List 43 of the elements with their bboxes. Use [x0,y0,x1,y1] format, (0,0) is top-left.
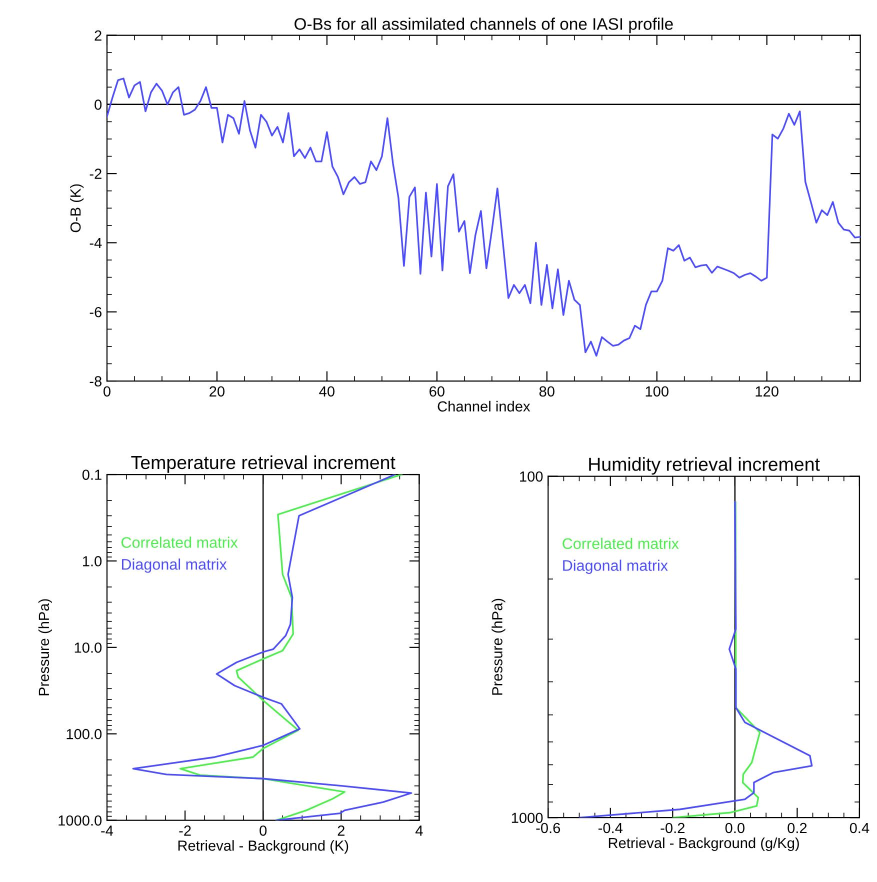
y-axis-title: Pressure (hPa) [492,598,506,695]
chart-title: Temperature retrieval increment [131,455,396,473]
x-tick-label: 20 [210,386,225,397]
x-tick-label: -0.4 [598,822,623,834]
y-axis-title: O-B (K) [70,184,84,232]
x-tick-label: 0 [104,386,110,397]
x-axis-title: Channel index [438,400,530,412]
y-axis-title: Pressure (hPa) [38,599,52,696]
y-tick-label: 10.0 [74,642,102,653]
x-tick-label: -0.6 [536,822,560,834]
y-tick-label: -6 [90,306,102,318]
text: Diagonal matrix [122,558,227,573]
x-tick-label: -0.2 [660,822,684,834]
y-tick-label: 1000.0 [58,815,102,826]
x-tick-label: 100 [646,386,668,397]
text: Correlated matrix [122,536,238,548]
y-tick-label: 1000 [512,812,543,824]
x-tick-label: 60 [430,386,444,397]
y-tick-label: -4 [90,238,102,248]
y-tick-label: 0 [94,100,102,110]
y-tick-label: 0.1 [82,470,102,480]
chart-title: Humidity retrieval increment [589,457,820,475]
x-tick-label: 0.2 [788,822,807,834]
x-tick-label: 2 [338,826,344,836]
x-tick-label: -4 [101,826,114,836]
chart-title: O-Bs for all assimilated channels of one IASI profile [294,18,673,34]
y-tick-label: 1.0 [82,556,102,566]
x-tick-label: 4 [415,826,423,836]
x-axis-title: Retrieval - Background (g/Kg) [608,837,799,852]
x-tick-label: 40 [319,386,334,397]
text: Diagonal matrix [563,560,668,574]
x-tick-label: 0.4 [850,822,870,834]
text: Correlated matrix [562,538,679,550]
x-axis-title: Retrieval - Background (K) [178,840,348,854]
x-tick-label: -2 [179,826,191,836]
y-tick-label: 2 [94,30,102,41]
y-tick-label: -2 [90,168,102,179]
x-tick-label: 0 [260,826,267,836]
y-tick-label: 100.0 [66,728,102,740]
y-tick-label: -8 [90,376,102,386]
x-tick-label: 80 [539,386,554,397]
x-tick-label: 0.0 [725,822,744,834]
x-tick-label: 120 [756,386,778,397]
